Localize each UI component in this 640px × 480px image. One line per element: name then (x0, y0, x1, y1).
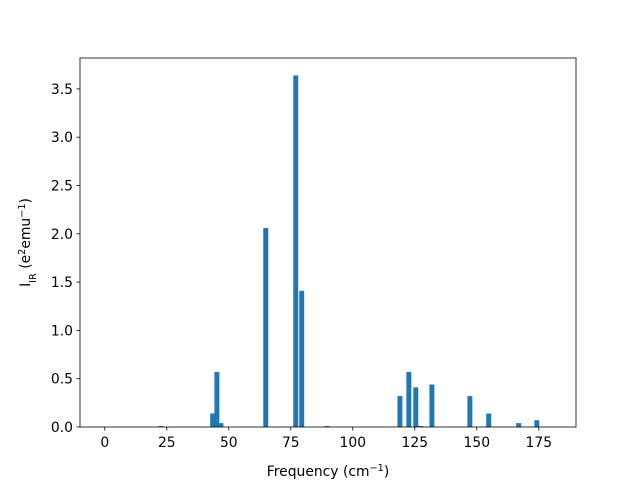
y-tick-label: 2.0 (51, 227, 73, 243)
y-axis-label-part: ) (18, 198, 34, 203)
y-tick-label: 1.0 (51, 323, 73, 339)
y-axis-label: IIR (e2emu−1) (17, 198, 39, 287)
x-tick-label: 175 (526, 435, 553, 451)
bar (406, 371, 412, 427)
x-tick-label: 125 (402, 435, 429, 451)
bar (429, 384, 435, 427)
y-axis-label-part: 2 (17, 249, 28, 255)
bar (418, 426, 424, 427)
y-axis-label-part: IR (28, 273, 39, 283)
bar (324, 426, 330, 427)
y-tick-label: 3.5 (51, 82, 73, 98)
bar (534, 420, 540, 427)
bar (467, 396, 473, 427)
bar (158, 426, 164, 427)
x-tick-label: 25 (158, 435, 176, 451)
bar (210, 413, 216, 427)
bar (214, 371, 220, 427)
x-axis-label-part: Frequency (cm (267, 464, 370, 480)
bar (218, 423, 224, 427)
y-tick-label: 3.0 (51, 130, 73, 146)
x-tick-label: 0 (100, 435, 109, 451)
y-tick-label: 1.5 (51, 275, 73, 291)
bar (299, 290, 305, 427)
x-axis-label-part: ) (384, 464, 389, 480)
bar (263, 228, 269, 427)
x-axis-label: Frequency (cm−1) (267, 463, 389, 480)
y-axis-label-part: emu (18, 218, 34, 249)
bar (293, 75, 299, 427)
axes-frame (79, 57, 577, 428)
x-tick-label: 75 (282, 435, 300, 451)
bar (413, 387, 419, 427)
y-axis-label-part: −1 (17, 203, 28, 217)
x-tick-label: 100 (340, 435, 367, 451)
y-tick-label: 0.5 (51, 372, 73, 388)
y-tick-label: 2.5 (51, 179, 73, 195)
x-tick-label: 150 (464, 435, 491, 451)
bar (516, 423, 522, 427)
y-axis-label-part: I (18, 283, 34, 287)
y-axis-label-part: (e (18, 255, 34, 273)
x-tick-label: 50 (220, 435, 238, 451)
bar (486, 413, 492, 427)
bar (397, 396, 403, 427)
x-axis-label-part: −1 (370, 463, 384, 474)
y-tick-label: 0.0 (51, 420, 73, 436)
